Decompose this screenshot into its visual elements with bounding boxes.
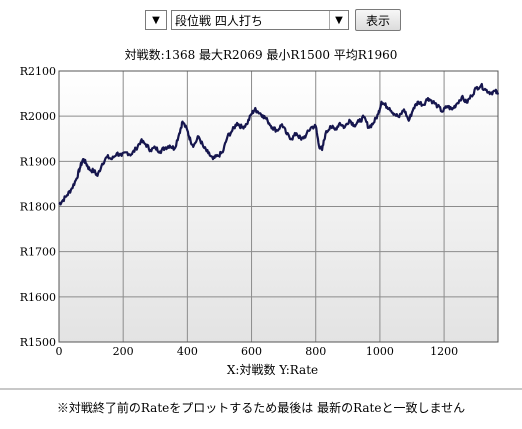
x-tick-label: 0 [56, 345, 63, 358]
y-tick-label: R1600 [20, 291, 56, 304]
y-tick-label: R2100 [20, 65, 56, 78]
y-tick-label: R1800 [20, 201, 56, 214]
x-axis-label: X:対戦数 Y:Rate [227, 362, 318, 377]
mode-select-value: 段位戦 四人打ち [175, 13, 263, 28]
small-select[interactable]: ▼ [145, 10, 167, 30]
x-tick-label: 1000 [366, 345, 394, 358]
footer-note: ※対戦終了前のRateをプロットするため最後は 最新のRateと一致しません [56, 401, 466, 415]
divider [0, 388, 522, 390]
y-tick-label: R1500 [20, 336, 56, 349]
x-tick-label: 600 [241, 345, 262, 358]
chevron-down-icon: ▼ [329, 11, 348, 29]
mode-select[interactable]: 段位戦 四人打ち ▼ [171, 10, 349, 30]
x-tick-label: 1200 [430, 345, 458, 358]
show-button[interactable]: 表示 [355, 9, 401, 31]
x-tick-label: 200 [113, 345, 134, 358]
y-tick-label: R1700 [20, 246, 56, 259]
x-tick-label: 400 [177, 345, 198, 358]
chevron-down-icon: ▼ [152, 14, 160, 26]
y-tick-label: R1900 [20, 155, 56, 168]
plot-frame [58, 70, 499, 343]
x-tick-label: 800 [305, 345, 326, 358]
y-tick-label: R2000 [20, 110, 56, 123]
stats-summary: 対戦数:1368 最大R2069 最小R1500 平均R1960 [124, 48, 398, 62]
rate-line-chart: R1500 R1600 R1700 R1800 R1900 R2000 R2100 0 200 4… [20, 65, 500, 377]
controls-bar: ▼ 段位戦 四人打ち ▼ 表示 [145, 9, 401, 31]
rate-series-line [58, 82, 500, 206]
